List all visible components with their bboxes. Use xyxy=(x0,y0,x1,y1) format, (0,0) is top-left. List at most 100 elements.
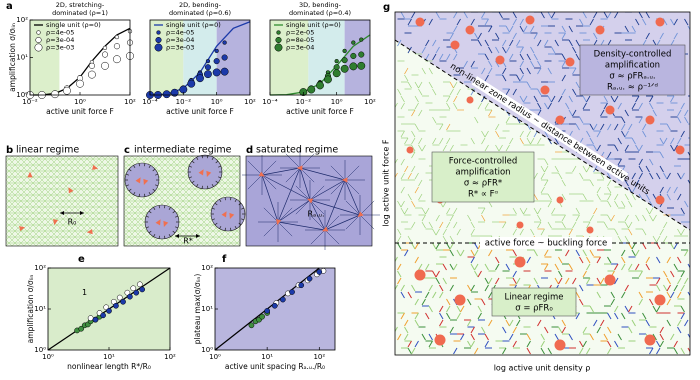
length-label: R₀ xyxy=(68,218,77,227)
zone-spoke xyxy=(211,218,215,221)
network-fiber xyxy=(470,263,475,271)
network-fiber xyxy=(607,214,612,222)
x-tick-label: 10¹ xyxy=(261,353,273,361)
regime-text: Rₐ.ᵤ. ≈ ρ⁻¹ᐟᵈ xyxy=(607,83,658,93)
network-fiber xyxy=(638,102,643,110)
network-fiber xyxy=(575,312,580,320)
network-fiber xyxy=(481,207,486,215)
data-point xyxy=(87,70,96,79)
network-fiber xyxy=(593,123,598,131)
zone-spoke xyxy=(218,165,222,168)
network-fiber xyxy=(418,109,423,117)
data-point xyxy=(332,69,341,78)
network-fiber xyxy=(425,39,430,47)
network-fiber xyxy=(404,333,409,341)
network-fiber xyxy=(407,347,412,355)
network-fiber xyxy=(586,277,591,285)
network-fiber xyxy=(544,326,549,334)
network-fiber xyxy=(666,291,671,299)
network-fiber xyxy=(656,256,661,264)
network-fiber xyxy=(624,284,629,292)
data-point xyxy=(62,86,71,95)
network-fiber xyxy=(638,116,643,124)
network-fiber xyxy=(603,333,608,341)
zone-spoke xyxy=(191,180,195,184)
network-fiber xyxy=(467,284,472,292)
network-fiber xyxy=(638,291,643,299)
network-fiber xyxy=(659,32,664,40)
network-fiber xyxy=(442,144,447,152)
network-fiber xyxy=(407,291,412,299)
network-fiber xyxy=(680,130,685,138)
network-fiber xyxy=(593,32,598,40)
network-fiber xyxy=(502,221,507,229)
network-fiber xyxy=(439,53,444,61)
network-fiber xyxy=(544,249,549,257)
zone-spoke xyxy=(148,230,152,234)
data-point xyxy=(220,67,229,76)
network-fiber xyxy=(582,95,587,103)
network-fiber xyxy=(505,319,510,327)
network-fiber xyxy=(428,284,433,292)
network-fiber xyxy=(533,207,538,215)
active-unit xyxy=(450,40,460,50)
network-fiber xyxy=(526,67,531,75)
zone-spoke xyxy=(153,233,156,237)
network-fiber xyxy=(449,249,454,257)
regime-region xyxy=(150,20,184,95)
network-fiber xyxy=(544,130,549,138)
active-unit xyxy=(525,15,535,25)
network-fiber xyxy=(631,193,636,201)
network-fiber xyxy=(663,137,668,145)
network-fiber xyxy=(589,123,594,131)
network-fiber xyxy=(425,53,430,61)
zone-spoke xyxy=(207,185,209,189)
network-fiber xyxy=(446,102,451,110)
network-fiber xyxy=(568,95,573,103)
network-fiber xyxy=(484,39,489,47)
network-fiber xyxy=(519,67,524,75)
network-fiber xyxy=(453,53,458,61)
network-fiber xyxy=(397,277,402,285)
network-fiber xyxy=(470,340,475,348)
network-fiber xyxy=(453,347,458,355)
data-point xyxy=(358,51,365,58)
network-fiber xyxy=(456,18,461,26)
legend-swatch xyxy=(36,30,41,35)
network-fiber xyxy=(470,18,475,26)
nonlinear-zone xyxy=(124,162,160,198)
force-chain xyxy=(324,179,346,231)
active-unit xyxy=(206,170,212,178)
network-fiber xyxy=(635,214,640,222)
network-fiber xyxy=(397,270,402,278)
active-unit xyxy=(415,17,425,27)
network-fiber xyxy=(551,46,556,54)
network-fiber xyxy=(397,235,402,243)
network-fiber xyxy=(484,102,489,110)
network-fiber xyxy=(607,326,612,334)
zone-spoke xyxy=(241,207,245,210)
network-fiber xyxy=(659,165,664,173)
network-fiber xyxy=(649,298,654,306)
active-unit xyxy=(163,220,169,228)
network-fiber xyxy=(642,123,647,131)
network-fiber xyxy=(673,284,678,292)
x-tick-label: 10⁰ xyxy=(331,98,343,106)
network-fiber xyxy=(558,172,563,180)
network-fiber xyxy=(589,305,594,313)
zone-spoke xyxy=(211,207,215,210)
network-fiber xyxy=(404,137,409,145)
network-fiber xyxy=(432,270,437,278)
network-fiber xyxy=(638,144,643,152)
network-fiber xyxy=(607,179,612,187)
network-fiber xyxy=(397,200,402,208)
x-tick-label: 10² xyxy=(244,98,256,106)
network-fiber xyxy=(621,200,626,208)
network-fiber xyxy=(547,95,552,103)
network-fiber xyxy=(446,123,451,131)
network-fiber xyxy=(456,312,461,320)
network-fiber xyxy=(596,130,601,138)
network-fiber xyxy=(395,102,398,109)
data-point xyxy=(100,312,106,319)
network-fiber xyxy=(432,116,437,124)
